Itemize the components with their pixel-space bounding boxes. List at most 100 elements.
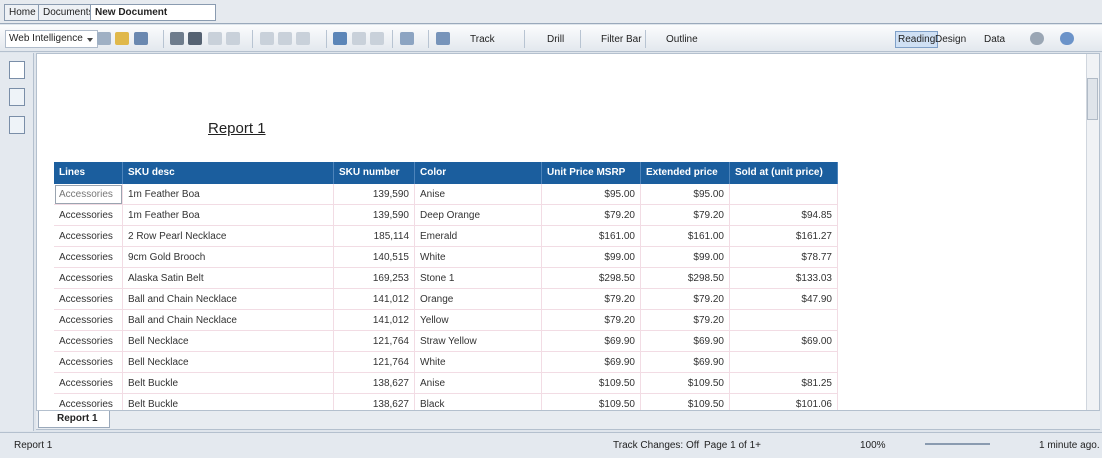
table-cell: $69.90 <box>542 331 641 352</box>
side-panel <box>0 53 34 431</box>
cut-icon[interactable] <box>260 32 274 45</box>
table-cell: $78.77 <box>730 247 838 268</box>
side-icon[interactable] <box>9 88 25 106</box>
column-header: Lines <box>54 162 123 184</box>
paste-icon[interactable] <box>296 32 310 45</box>
icon[interactable] <box>208 32 222 45</box>
table-cell: $95.00 <box>542 184 641 205</box>
table-cell: Accessories <box>54 184 123 205</box>
table-cell: $69.90 <box>641 352 730 373</box>
separator <box>392 30 393 48</box>
help-icon[interactable] <box>1060 32 1074 45</box>
outline-button[interactable]: Outline <box>666 34 698 45</box>
table-cell: Ball and Chain Necklace <box>123 310 334 331</box>
table-cell: $79.20 <box>542 289 641 310</box>
scroll-thumb[interactable] <box>1087 78 1098 120</box>
table-cell: Accessories <box>54 394 123 410</box>
table-cell: Bell Necklace <box>123 331 334 352</box>
column-header: SKU desc <box>123 162 334 184</box>
new-icon[interactable] <box>97 32 111 45</box>
table-cell: Orange <box>415 289 542 310</box>
save-icon[interactable] <box>134 32 148 45</box>
scrollbar[interactable] <box>1086 54 1099 410</box>
table-cell: 138,627 <box>334 373 415 394</box>
table-cell: Accessories <box>54 226 123 247</box>
undo-icon[interactable] <box>333 32 347 45</box>
table-cell: Accessories <box>54 352 123 373</box>
report-menu[interactable]: Report 1 <box>14 440 53 451</box>
table-cell: White <box>415 247 542 268</box>
table-cell: 169,253 <box>334 268 415 289</box>
track-button[interactable]: Track <box>470 34 495 45</box>
track-icon[interactable] <box>436 32 450 45</box>
find-icon[interactable] <box>188 32 202 45</box>
table-cell: $99.00 <box>542 247 641 268</box>
table-cell: $79.20 <box>641 289 730 310</box>
table-cell: 185,114 <box>334 226 415 247</box>
table-cell: $109.50 <box>641 394 730 410</box>
print-icon[interactable] <box>170 32 184 45</box>
report-canvas: Report 1 Lines SKU desc SKU number Color Uni… <box>36 53 1100 411</box>
document-tab[interactable]: New Document <box>90 4 216 21</box>
app-menu[interactable]: Web Intelligence <box>5 30 98 48</box>
table-cell: Accessories <box>54 373 123 394</box>
design-mode[interactable]: Design <box>935 34 967 45</box>
table-cell: 1m Feather Boa <box>123 184 334 205</box>
zoom-slider[interactable] <box>925 443 990 445</box>
table-cell: Yellow <box>415 310 542 331</box>
table-cell: $133.03 <box>730 268 838 289</box>
table-cell: 138,627 <box>334 394 415 410</box>
report-title: Report 1 <box>208 120 266 137</box>
table-cell: $69.90 <box>542 352 641 373</box>
separator <box>163 30 164 48</box>
table-cell: 139,590 <box>334 184 415 205</box>
table-cell: 140,515 <box>334 247 415 268</box>
report-tab[interactable]: Report 1 <box>38 411 110 428</box>
table-cell: $109.50 <box>542 373 641 394</box>
table-cell: 139,590 <box>334 205 415 226</box>
table-cell: 121,764 <box>334 331 415 352</box>
table-cell: $99.00 <box>641 247 730 268</box>
table-cell: Emerald <box>415 226 542 247</box>
last-saved: 1 minute ago. <box>1039 440 1100 451</box>
separator <box>252 30 253 48</box>
table-cell: Bell Necklace <box>123 352 334 373</box>
refresh-icon[interactable] <box>400 32 414 45</box>
reading-mode[interactable]: Reading <box>895 31 939 48</box>
side-icon[interactable] <box>9 61 25 79</box>
column-header: Sold at (unit price) <box>730 162 838 184</box>
table-cell: 141,012 <box>334 310 415 331</box>
zoom-level[interactable]: 100% <box>860 440 886 451</box>
table-cell: Belt Buckle <box>123 394 334 410</box>
table-cell: $79.20 <box>542 205 641 226</box>
table-cell: 2 Row Pearl Necklace <box>123 226 334 247</box>
table-cell: Accessories <box>54 289 123 310</box>
drill-button[interactable]: Drill <box>547 34 565 45</box>
icon[interactable] <box>226 32 240 45</box>
table-cell <box>730 184 838 205</box>
copy-icon[interactable] <box>278 32 292 45</box>
data-mode[interactable]: Data <box>984 34 1006 45</box>
side-icon[interactable] <box>9 116 25 134</box>
table-cell: $298.50 <box>641 268 730 289</box>
table-cell: $81.25 <box>730 373 838 394</box>
delete-icon[interactable] <box>370 32 384 45</box>
status-bar <box>0 432 1102 458</box>
table-cell: Accessories <box>54 331 123 352</box>
table-cell: $161.00 <box>641 226 730 247</box>
column-header: Extended price <box>641 162 730 184</box>
open-icon[interactable] <box>115 32 129 45</box>
table-cell: $79.20 <box>641 310 730 331</box>
page-indicator: Page 1 of 1+ <box>704 440 761 451</box>
redo-icon[interactable] <box>352 32 366 45</box>
settings-icon[interactable] <box>1030 32 1044 45</box>
table-cell: $161.27 <box>730 226 838 247</box>
filter-bar-button[interactable]: Filter Bar <box>601 34 642 45</box>
column-header: Unit Price MSRP <box>542 162 641 184</box>
table-cell: Accessories <box>54 310 123 331</box>
table-cell: $101.06 <box>730 394 838 410</box>
home-tab[interactable]: Home <box>4 4 41 21</box>
table-cell: $79.20 <box>542 310 641 331</box>
table-cell: Ball and Chain Necklace <box>123 289 334 310</box>
table-cell: Alaska Satin Belt <box>123 268 334 289</box>
